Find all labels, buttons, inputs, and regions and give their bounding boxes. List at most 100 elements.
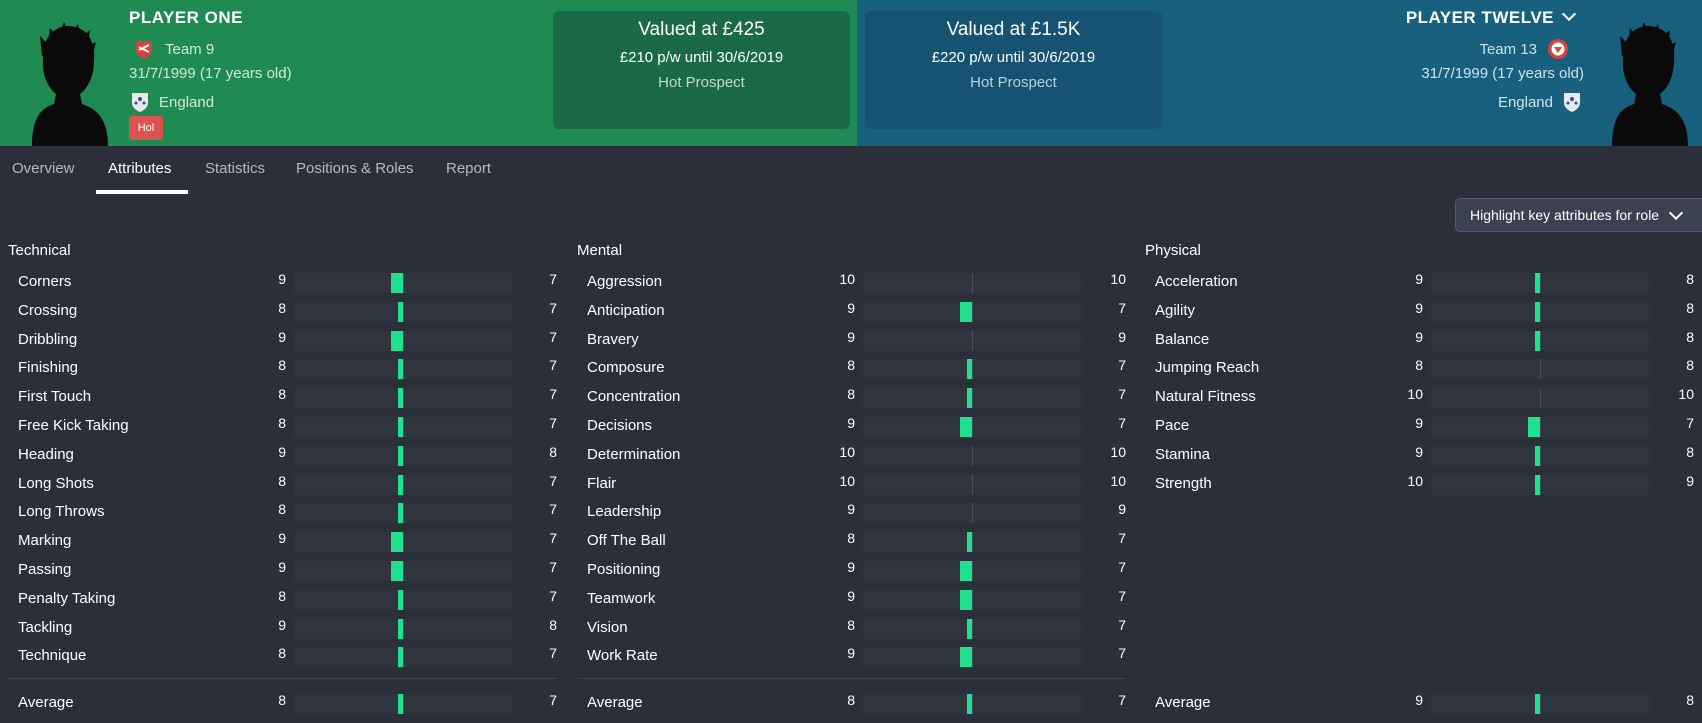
attribute-row[interactable]: Marking 9 7 xyxy=(8,526,564,555)
attribute-row[interactable]: Leadership 9 9 xyxy=(577,497,1133,526)
attribute-row[interactable]: Agility 9 8 xyxy=(1145,296,1701,325)
attribute-row[interactable]: Finishing 8 7 xyxy=(8,353,564,382)
player-twelve-value: 7 xyxy=(1118,616,1126,633)
attribute-row[interactable]: First Touch 8 7 xyxy=(8,382,564,411)
comparison-bar-track xyxy=(1431,694,1649,714)
player-one-name[interactable]: PLAYER ONE xyxy=(129,8,243,27)
player-twelve-value: 10 xyxy=(1678,386,1694,403)
player-twelve-dob: 31/7/1999 (17 years old) xyxy=(1421,65,1584,82)
comparison-bar-track xyxy=(1431,388,1649,409)
attribute-name: Agility xyxy=(1155,301,1196,319)
comparison-bar-fill xyxy=(398,618,403,639)
attribute-row[interactable]: Heading 9 8 xyxy=(8,440,564,469)
comparison-bar-fill xyxy=(1535,694,1540,714)
player-one-value: 8 xyxy=(278,357,286,374)
attribute-row[interactable]: Free Kick Taking 8 7 xyxy=(8,411,564,440)
attribute-row[interactable]: Concentration 8 7 xyxy=(577,382,1133,411)
attribute-row[interactable]: Pace 9 7 xyxy=(1145,411,1701,440)
comparison-bar-midline xyxy=(972,532,973,553)
comparison-bar-track xyxy=(294,589,512,610)
player-one-value: 9 xyxy=(1415,443,1423,460)
comparison-bar-fill xyxy=(1535,445,1540,466)
player-twelve-value: 9 xyxy=(1686,472,1694,489)
attribute-row[interactable]: Penalty Taking 8 7 xyxy=(8,584,564,613)
comparison-bar-midline xyxy=(972,388,973,409)
average-row[interactable]: Average 8 7 xyxy=(8,688,564,717)
attribute-row[interactable]: Long Shots 8 7 xyxy=(8,469,564,498)
tab-bar: Overview Attributes Statistics Positions… xyxy=(0,146,1702,196)
attribute-row[interactable]: Strength 10 9 xyxy=(1145,469,1701,498)
highlight-key-attributes-dropdown[interactable]: Highlight key attributes for role xyxy=(1455,198,1702,232)
attribute-row[interactable]: Composure 8 7 xyxy=(577,353,1133,382)
attribute-row[interactable]: Work Rate 9 7 xyxy=(577,641,1133,670)
player-twelve-value: 7 xyxy=(549,692,557,708)
player-twelve-value: 7 xyxy=(1118,386,1126,403)
comparison-bar-midline xyxy=(1540,359,1541,380)
comparison-bar-fill xyxy=(1535,301,1540,322)
comparison-bar-track xyxy=(863,532,1081,553)
player-one-value: 9 xyxy=(847,645,855,662)
attribute-name: Passing xyxy=(18,561,72,578)
comparison-bar-fill xyxy=(398,301,403,322)
attribute-row[interactable]: Corners 9 7 xyxy=(8,267,564,296)
comparison-bar-fill xyxy=(960,301,972,322)
player-twelve-value: 7 xyxy=(549,415,557,431)
average-row[interactable]: Average 9 8 xyxy=(1145,688,1701,717)
player-twelve-value: 7 xyxy=(549,386,557,403)
attribute-row[interactable]: Jumping Reach 8 8 xyxy=(1145,353,1701,382)
attribute-row[interactable]: Dribbling 9 7 xyxy=(8,325,564,354)
attribute-row[interactable]: Anticipation 9 7 xyxy=(577,296,1133,325)
attribute-row[interactable]: Teamwork 9 7 xyxy=(577,584,1133,613)
player-twelve-team[interactable]: Team 13 xyxy=(1479,38,1569,60)
attribute-row[interactable]: Acceleration 9 8 xyxy=(1145,267,1701,296)
attribute-row[interactable]: Tackling 9 8 xyxy=(8,613,564,642)
average-row[interactable]: Average 8 7 xyxy=(577,688,1133,717)
attribute-row[interactable]: Flair 10 10 xyxy=(577,469,1133,498)
attribute-name: Heading xyxy=(18,445,74,463)
attribute-row[interactable]: Crossing 8 7 xyxy=(8,296,564,325)
comparison-bar-midline xyxy=(1540,474,1541,495)
attribute-row[interactable]: Determination 10 10 xyxy=(577,440,1133,469)
attribute-row[interactable]: Bravery 9 9 xyxy=(577,325,1133,354)
comparison-bar-midline xyxy=(403,503,404,524)
attribute-row[interactable]: Passing 9 7 xyxy=(8,555,564,584)
tab-positions-roles[interactable]: Positions & Roles xyxy=(296,160,414,177)
player-one-value: 9 xyxy=(847,328,855,345)
team-9-crest-icon xyxy=(136,41,152,59)
attribute-row[interactable]: Aggression 10 10 xyxy=(577,267,1133,296)
player-one-value: 8 xyxy=(278,501,286,518)
comparison-bar-track xyxy=(294,694,512,714)
tab-attributes[interactable]: Attributes xyxy=(108,160,172,177)
player-twelve-name-dropdown[interactable]: PLAYER TWELVE xyxy=(1406,6,1577,28)
comparison-bar-midline xyxy=(1540,694,1541,714)
comparison-bar-track xyxy=(294,359,512,380)
attribute-row[interactable]: Natural Fitness 10 10 xyxy=(1145,382,1701,411)
player-one-value: 10 xyxy=(839,472,855,489)
player-twelve-nation-label: England xyxy=(1497,93,1553,111)
player-one-team[interactable]: Team 9 xyxy=(133,38,214,60)
tab-overview[interactable]: Overview xyxy=(12,160,75,177)
player-twelve-value: 7 xyxy=(549,645,557,662)
tab-report[interactable]: Report xyxy=(446,160,492,177)
comparison-bar-track xyxy=(294,647,512,668)
comparison-bar-fill xyxy=(398,647,403,668)
attribute-row[interactable]: Long Throws 8 7 xyxy=(8,497,564,526)
player-one-value: 9 xyxy=(278,271,286,287)
comparison-bar-midline xyxy=(403,273,404,293)
comparison-bar-track xyxy=(1431,417,1649,437)
tab-statistics[interactable]: Statistics xyxy=(205,160,266,177)
attribute-row[interactable]: Vision 8 7 xyxy=(577,613,1133,642)
player-one-value: 8 xyxy=(278,386,286,403)
attribute-row[interactable]: Positioning 9 7 xyxy=(577,555,1133,584)
attribute-name: Finishing xyxy=(18,359,79,377)
comparison-bar-midline xyxy=(403,445,404,466)
attribute-row[interactable]: Stamina 9 8 xyxy=(1145,440,1701,469)
attribute-row[interactable]: Balance 9 8 xyxy=(1145,325,1701,354)
chevron-down-icon xyxy=(1561,6,1577,22)
comparison-bar-fill xyxy=(398,388,403,409)
attribute-row[interactable]: Technique 8 7 xyxy=(8,641,564,670)
attribute-row[interactable]: Decisions 9 7 xyxy=(577,411,1133,440)
player-twelve-value: 8 xyxy=(549,616,557,633)
attribute-row[interactable]: Off The Ball 8 7 xyxy=(577,526,1133,555)
comparison-bar-fill xyxy=(967,388,972,409)
